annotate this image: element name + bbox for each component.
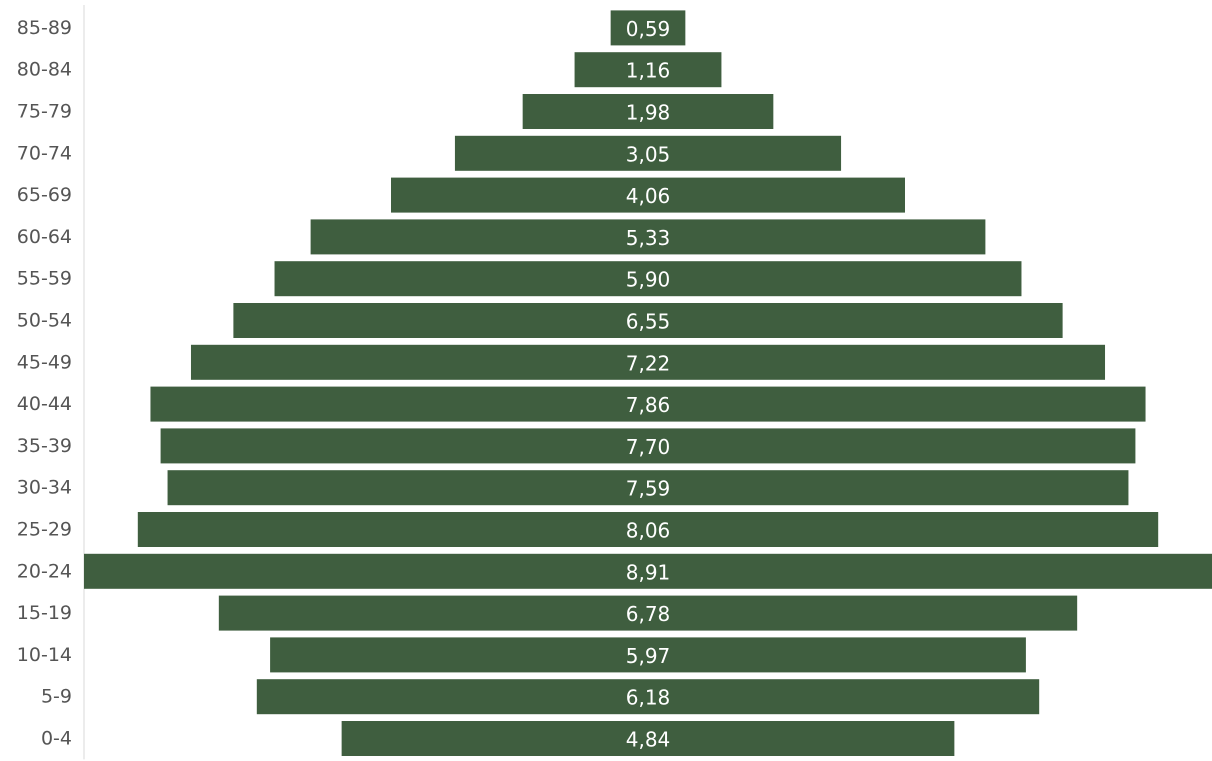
- category-label-65-69: 65-69: [17, 184, 72, 206]
- value-label-25-29: 8,06: [626, 519, 671, 543]
- category-label-55-59: 55-59: [17, 268, 72, 290]
- category-label-50-54: 50-54: [17, 310, 72, 332]
- value-label-20-24: 8,91: [626, 560, 671, 584]
- category-label-75-79: 75-79: [17, 101, 72, 123]
- bar-20-24: [84, 553, 1212, 589]
- category-label-45-49: 45-49: [17, 351, 72, 373]
- bar-5-9: [256, 679, 1040, 715]
- value-label-75-79: 1,98: [626, 101, 671, 125]
- category-label-20-24: 20-24: [17, 560, 72, 582]
- bar-50-54: [233, 303, 1063, 338]
- value-label-45-49: 7,22: [626, 351, 671, 375]
- value-label-85-89: 0,59: [626, 17, 671, 41]
- category-label-0-4: 0-4: [41, 728, 72, 750]
- value-label-70-74: 3,05: [626, 142, 671, 166]
- value-labels-group: 0,59 1,16 1,98 3,05 4,06 5,33 5,90 6,55 7,22 7,86…: [626, 17, 671, 752]
- category-label-5-9: 5-9: [41, 686, 72, 708]
- value-label-5-9: 6,18: [626, 686, 671, 710]
- category-label-10-14: 10-14: [17, 644, 72, 666]
- value-label-0-4: 4,84: [626, 728, 671, 752]
- bars-group: [84, 10, 1212, 756]
- category-label-60-64: 60-64: [17, 226, 72, 248]
- bar-75-79: [522, 94, 774, 129]
- category-label-85-89: 85-89: [17, 17, 72, 39]
- bar-85-89: [610, 10, 686, 46]
- bar-0-4: [341, 721, 955, 756]
- value-label-60-64: 5,33: [626, 226, 671, 250]
- value-label-15-19: 6,78: [626, 602, 671, 626]
- value-label-40-44: 7,86: [626, 393, 671, 417]
- bar-80-84: [574, 52, 722, 88]
- bar-65-69: [391, 177, 905, 213]
- value-label-50-54: 6,55: [626, 310, 671, 334]
- bar-30-34: [167, 470, 1129, 506]
- category-label-80-84: 80-84: [17, 59, 72, 81]
- value-label-30-34: 7,59: [626, 477, 671, 501]
- bar-45-49: [190, 344, 1106, 380]
- value-label-65-69: 4,06: [626, 184, 671, 208]
- category-label-15-19: 15-19: [17, 602, 72, 624]
- value-label-10-14: 5,97: [626, 644, 671, 668]
- bar-60-64: [310, 219, 986, 255]
- bar-40-44: [150, 386, 1146, 422]
- value-label-35-39: 7,70: [626, 435, 671, 459]
- bar-25-29: [137, 512, 1159, 547]
- category-label-70-74: 70-74: [17, 142, 72, 164]
- category-label-25-29: 25-29: [17, 519, 72, 541]
- bar-15-19: [218, 595, 1078, 631]
- value-label-55-59: 5,90: [626, 268, 671, 292]
- bar-10-14: [270, 637, 1026, 673]
- value-label-80-84: 1,16: [626, 59, 671, 83]
- category-labels-group: 85-89 80-84 75-79 70-74 65-69 60-64 55-59 50-54…: [17, 17, 72, 750]
- bar-35-39: [160, 428, 1136, 464]
- category-label-35-39: 35-39: [17, 435, 72, 457]
- category-label-40-44: 40-44: [17, 393, 72, 415]
- bar-55-59: [274, 261, 1022, 297]
- bar-70-74: [454, 135, 842, 171]
- category-label-30-34: 30-34: [17, 477, 72, 499]
